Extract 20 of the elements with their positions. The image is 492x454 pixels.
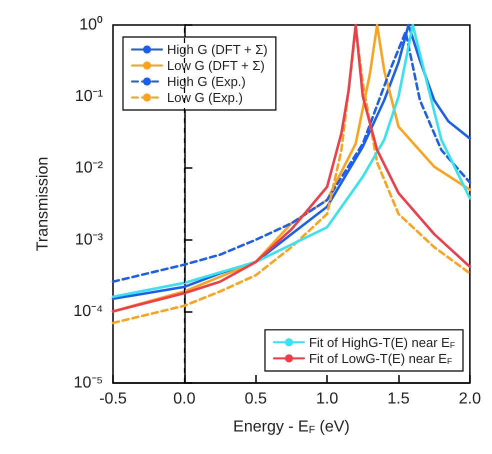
- y-axis-title: Transmission: [34, 156, 52, 252]
- legend-label: High G (DFT + Σ): [167, 42, 268, 57]
- x-tick-label: 2.0: [458, 390, 482, 408]
- x-tick-label: 1.0: [316, 390, 338, 408]
- x-tick-label: 0.0: [173, 390, 196, 408]
- legend-label: High G (Exp.): [167, 74, 246, 89]
- y-tick-label: 10⁻³: [74, 231, 104, 248]
- legend-label: Fit of LowG-T(E) near EF: [308, 350, 452, 366]
- y-tick-label: 10⁻⁵: [74, 374, 103, 392]
- y-tick-label: 10⁰: [79, 16, 103, 34]
- legend-label: Fit of HighG-T(E) near EF: [308, 334, 455, 350]
- legend-label: Low G (Exp.): [167, 90, 243, 105]
- x-tick-label: 1.5: [387, 390, 410, 408]
- y-tick-label: 10⁻¹: [74, 88, 103, 106]
- y-tick-label: 10⁻⁴: [73, 302, 104, 320]
- x-tick-label: -0.5: [99, 390, 127, 408]
- x-axis-title: Energy - EF (eV): [233, 418, 350, 436]
- legend-label: Low G (DFT + Σ): [167, 58, 265, 73]
- y-tick-label: 10⁻²: [74, 160, 104, 177]
- x-tick-label: 0.5: [244, 390, 267, 408]
